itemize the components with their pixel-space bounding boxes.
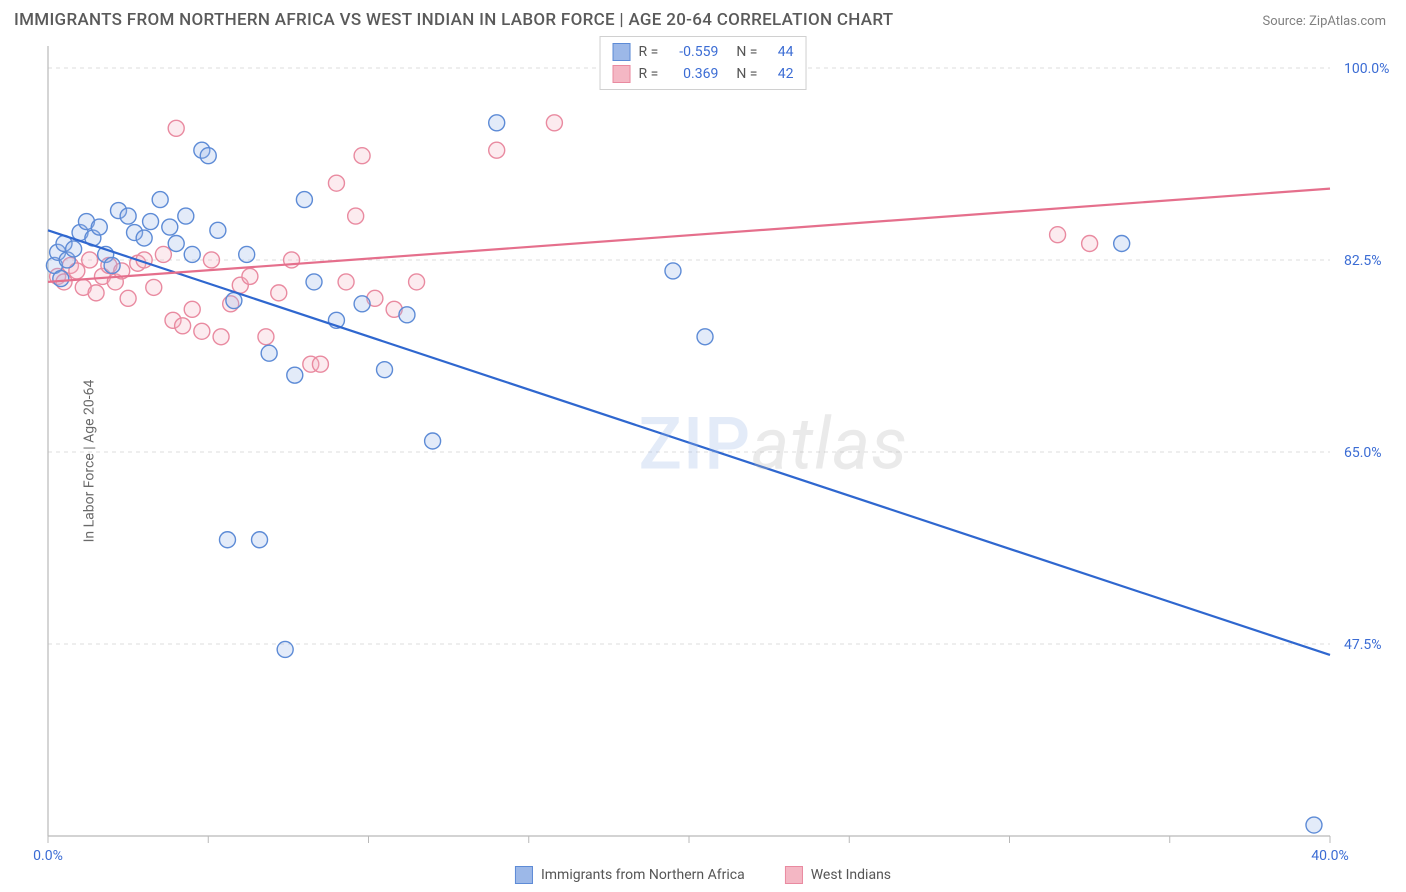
series-legend: Immigrants from Northern Africa West Ind…	[515, 866, 891, 884]
source-attribution: Source: ZipAtlas.com	[1262, 14, 1386, 29]
svg-text:0.0%: 0.0%	[33, 848, 63, 864]
series-label-pink: West Indians	[811, 867, 891, 883]
chart-title: IMMIGRANTS FROM NORTHERN AFRICA VS WEST …	[14, 10, 893, 30]
n-value-blue: 44	[765, 41, 793, 63]
y-axis-label: In Labor Force | Age 20-64	[81, 380, 97, 543]
correlation-legend: R = -0.559 N = 44 R = 0.369 N = 42	[600, 36, 807, 90]
swatch-pink	[613, 65, 631, 83]
series-legend-item-blue: Immigrants from Northern Africa	[515, 866, 745, 884]
correlation-legend-row-blue: R = -0.559 N = 44	[613, 41, 794, 63]
r-value-pink: 0.369	[666, 63, 718, 85]
r-value-blue: -0.559	[666, 41, 718, 63]
svg-text:82.5%: 82.5%	[1344, 253, 1382, 269]
n-value-pink: 42	[765, 63, 793, 85]
n-label: N =	[736, 41, 757, 63]
swatch-blue	[515, 866, 533, 884]
chart-container: In Labor Force | Age 20-64 47.5% 65.0% 82.…	[0, 36, 1406, 886]
series-label-blue: Immigrants from Northern Africa	[541, 867, 745, 883]
n-label: N =	[736, 63, 757, 85]
svg-text:40.0%: 40.0%	[1311, 848, 1349, 864]
swatch-blue	[613, 43, 631, 61]
scatter-chart: 47.5% 65.0% 82.5% 100.0% 0.0% 40.0%	[0, 36, 1406, 866]
series-legend-item-pink: West Indians	[785, 866, 891, 884]
chart-header: IMMIGRANTS FROM NORTHERN AFRICA VS WEST …	[0, 0, 1406, 36]
r-label: R =	[639, 41, 659, 63]
svg-text:100.0%: 100.0%	[1344, 61, 1389, 77]
r-label: R =	[639, 63, 659, 85]
svg-text:47.5%: 47.5%	[1344, 637, 1382, 653]
swatch-pink	[785, 866, 803, 884]
correlation-legend-row-pink: R = 0.369 N = 42	[613, 63, 794, 85]
svg-text:65.0%: 65.0%	[1344, 445, 1382, 461]
